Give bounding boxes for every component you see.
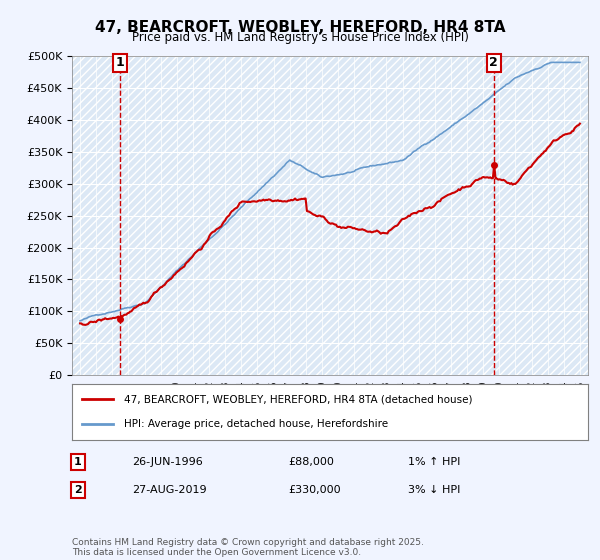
Text: 47, BEARCROFT, WEOBLEY, HEREFORD, HR4 8TA (detached house): 47, BEARCROFT, WEOBLEY, HEREFORD, HR4 8T…	[124, 394, 472, 404]
Text: 1: 1	[74, 457, 82, 467]
Text: 2: 2	[74, 485, 82, 495]
Text: 26-JUN-1996: 26-JUN-1996	[132, 457, 203, 467]
Text: 47, BEARCROFT, WEOBLEY, HEREFORD, HR4 8TA: 47, BEARCROFT, WEOBLEY, HEREFORD, HR4 8T…	[95, 20, 505, 35]
Text: 2: 2	[489, 56, 498, 69]
Text: 3% ↓ HPI: 3% ↓ HPI	[408, 485, 460, 495]
Text: 27-AUG-2019: 27-AUG-2019	[132, 485, 206, 495]
Text: £88,000: £88,000	[288, 457, 334, 467]
Text: Price paid vs. HM Land Registry's House Price Index (HPI): Price paid vs. HM Land Registry's House …	[131, 31, 469, 44]
Text: £330,000: £330,000	[288, 485, 341, 495]
Text: 1: 1	[116, 56, 124, 69]
Text: Contains HM Land Registry data © Crown copyright and database right 2025.
This d: Contains HM Land Registry data © Crown c…	[72, 538, 424, 557]
Text: 1% ↑ HPI: 1% ↑ HPI	[408, 457, 460, 467]
Text: HPI: Average price, detached house, Herefordshire: HPI: Average price, detached house, Here…	[124, 419, 388, 429]
